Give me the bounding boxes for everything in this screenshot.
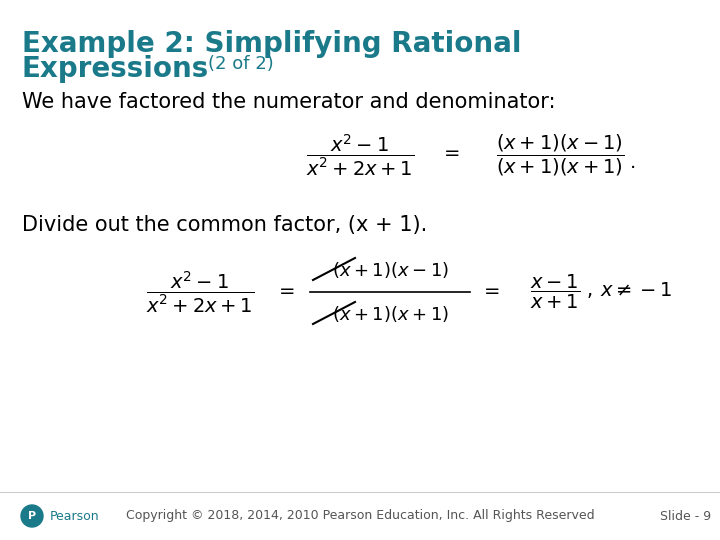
Text: Example 2: Simplifying Rational: Example 2: Simplifying Rational bbox=[22, 30, 521, 58]
Text: .: . bbox=[630, 153, 636, 172]
Circle shape bbox=[21, 505, 43, 527]
Text: $\dfrac{x-1}{x+1}$: $\dfrac{x-1}{x+1}$ bbox=[530, 273, 580, 311]
Text: $(x+1)(x+1)$: $(x+1)(x+1)$ bbox=[331, 304, 449, 324]
Text: $(x+1)(x-1)$: $(x+1)(x-1)$ bbox=[331, 260, 449, 280]
Text: Slide - 9: Slide - 9 bbox=[660, 510, 711, 523]
Text: Expressions: Expressions bbox=[22, 55, 210, 83]
Text: $\dfrac{x^2-1}{x^2+2x+1}$: $\dfrac{x^2-1}{x^2+2x+1}$ bbox=[146, 269, 254, 315]
Text: $=$: $=$ bbox=[275, 280, 295, 300]
Text: $\dfrac{(x+1)(x-1)}{(x+1)(x+1)}$: $\dfrac{(x+1)(x-1)}{(x+1)(x+1)}$ bbox=[496, 132, 624, 178]
Text: Copyright © 2018, 2014, 2010 Pearson Education, Inc. All Rights Reserved: Copyright © 2018, 2014, 2010 Pearson Edu… bbox=[126, 510, 594, 523]
Text: $=$: $=$ bbox=[440, 143, 460, 161]
Text: We have factored the numerator and denominator:: We have factored the numerator and denom… bbox=[22, 92, 556, 112]
Text: P: P bbox=[28, 511, 36, 521]
Text: $\dfrac{x^2-1}{x^2+2x+1}$: $\dfrac{x^2-1}{x^2+2x+1}$ bbox=[306, 132, 414, 178]
Text: Divide out the common factor, (x + 1).: Divide out the common factor, (x + 1). bbox=[22, 215, 427, 235]
Text: Pearson: Pearson bbox=[50, 510, 99, 523]
Text: $=$: $=$ bbox=[480, 280, 500, 300]
Text: $x\neq -1$: $x\neq -1$ bbox=[600, 280, 672, 300]
Text: ,: , bbox=[587, 280, 593, 300]
Text: (2 of 2): (2 of 2) bbox=[208, 55, 274, 73]
